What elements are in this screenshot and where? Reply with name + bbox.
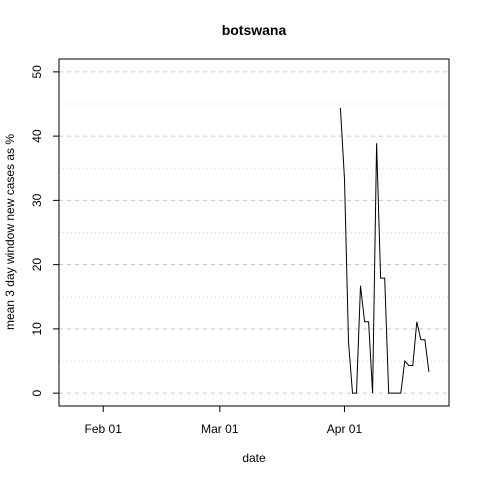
chart-title: botswana xyxy=(222,22,287,38)
x-tick-label: Apr 01 xyxy=(327,422,363,436)
y-tick-label: 30 xyxy=(30,193,44,207)
y-tick-label: 0 xyxy=(30,389,44,396)
y-axis-label: mean 3 day window new cases as % xyxy=(3,134,17,330)
gridlines xyxy=(59,71,449,394)
x-tick-label: Feb 01 xyxy=(85,422,123,436)
y-axis: 0 10 20 30 40 50 xyxy=(30,65,59,396)
x-axis: Feb 01 Mar 01 Apr 01 xyxy=(85,406,363,436)
y-tick-label: 10 xyxy=(30,322,44,336)
y-tick-label: 20 xyxy=(30,258,44,272)
plot-frame xyxy=(58,58,450,407)
y-tick-label: 40 xyxy=(30,129,44,143)
y-tick-label: 50 xyxy=(30,65,44,79)
x-axis-label: date xyxy=(242,451,266,465)
series-line xyxy=(339,107,430,394)
series-layer xyxy=(339,107,430,394)
x-tick-label: Mar 01 xyxy=(201,422,239,436)
